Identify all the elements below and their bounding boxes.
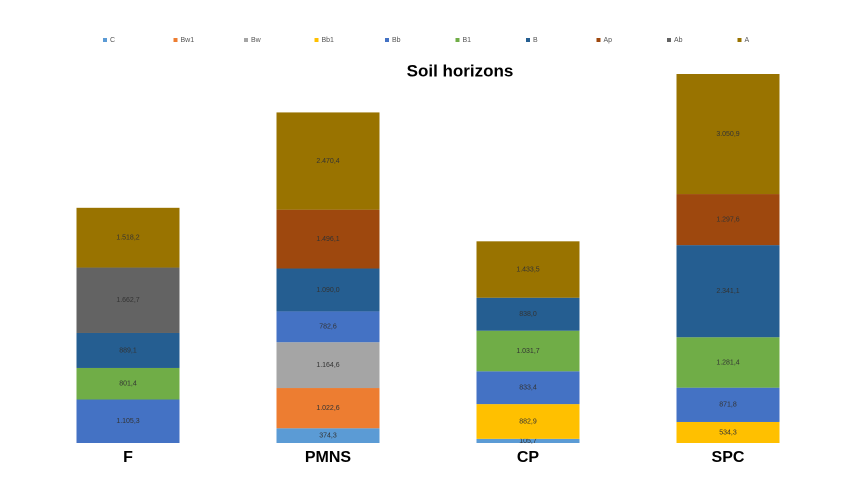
value-label: 1.518,2 bbox=[116, 235, 139, 242]
bar-segment bbox=[276, 268, 380, 312]
value-label: 838,0 bbox=[519, 311, 537, 318]
value-label: 105,7 bbox=[519, 438, 537, 445]
legend-marker bbox=[596, 38, 601, 42]
bar-segment bbox=[676, 337, 780, 388]
bar-segment bbox=[476, 438, 580, 443]
value-label: 833,4 bbox=[519, 385, 537, 392]
legend-marker bbox=[314, 38, 319, 42]
value-label: 801,4 bbox=[119, 381, 137, 388]
value-label: 2.341,1 bbox=[716, 288, 739, 295]
value-label: 1.662,7 bbox=[116, 297, 139, 304]
x-tick-label: PMNS bbox=[305, 449, 352, 466]
value-label: 2.470,4 bbox=[316, 158, 339, 165]
legend-label: C bbox=[110, 37, 115, 44]
legend-label: Ap bbox=[604, 37, 613, 44]
legend-label: B1 bbox=[463, 37, 472, 44]
bar-segment bbox=[676, 421, 780, 443]
value-label: 1.433,5 bbox=[516, 266, 539, 273]
bar-segment bbox=[76, 367, 180, 400]
bar-segment bbox=[276, 342, 380, 389]
legend-marker bbox=[737, 38, 742, 42]
value-label: 1.297,6 bbox=[716, 216, 739, 223]
bar-segment bbox=[476, 404, 580, 439]
bar-segment bbox=[476, 371, 580, 405]
bar-segment bbox=[76, 399, 180, 443]
bar-segment bbox=[276, 388, 380, 429]
value-label: 3.050,9 bbox=[716, 131, 739, 138]
bar-segment bbox=[76, 332, 180, 368]
bar-segment bbox=[476, 297, 580, 331]
value-label: 889,1 bbox=[119, 347, 137, 354]
bar-segment bbox=[276, 428, 380, 443]
bar-segment bbox=[476, 241, 580, 298]
value-label: 782,6 bbox=[319, 324, 337, 331]
legend-marker bbox=[385, 38, 389, 42]
bar-segment bbox=[476, 330, 580, 372]
value-label: 1.164,6 bbox=[316, 362, 339, 369]
legend-label: Bb bbox=[392, 37, 401, 44]
bar-segment bbox=[76, 207, 180, 268]
x-tick-label: F bbox=[123, 449, 133, 466]
value-label: 871,8 bbox=[719, 402, 737, 409]
value-label: 1.031,7 bbox=[516, 348, 539, 355]
legend-label: Bw1 bbox=[181, 37, 195, 44]
value-label: 534,3 bbox=[719, 429, 737, 436]
legend-marker bbox=[244, 38, 248, 42]
x-tick-label: CP bbox=[517, 449, 540, 466]
bar-segment bbox=[276, 311, 380, 343]
value-label: 374,3 bbox=[319, 432, 337, 439]
bar-segment bbox=[276, 112, 380, 210]
value-label: 1.022,6 bbox=[316, 405, 339, 412]
legend-label: A bbox=[745, 37, 750, 44]
value-label: 882,9 bbox=[519, 418, 537, 425]
value-label: 1.496,1 bbox=[316, 236, 339, 243]
legend-marker bbox=[526, 38, 530, 42]
bar-segment bbox=[676, 74, 780, 195]
bar-segment bbox=[676, 245, 780, 338]
legend-label: Bw bbox=[251, 37, 262, 44]
legend-marker bbox=[667, 38, 671, 42]
value-label: 1.281,4 bbox=[716, 359, 739, 366]
x-tick-label: SPC bbox=[712, 449, 745, 466]
legend-label: Bb1 bbox=[322, 37, 335, 44]
bar-segment bbox=[676, 194, 780, 246]
value-label: 1.090,0 bbox=[316, 287, 339, 294]
bar-segment bbox=[676, 387, 780, 422]
bar-segment bbox=[276, 209, 380, 269]
value-label: 1.105,3 bbox=[116, 418, 139, 425]
legend-label: B bbox=[533, 37, 538, 44]
legend-marker bbox=[173, 38, 178, 42]
legend-marker bbox=[103, 38, 107, 42]
legend-marker bbox=[455, 38, 460, 42]
bar-segment bbox=[76, 267, 180, 333]
legend-label: Ab bbox=[674, 37, 683, 44]
chart-title: Soil horizons bbox=[407, 61, 514, 80]
